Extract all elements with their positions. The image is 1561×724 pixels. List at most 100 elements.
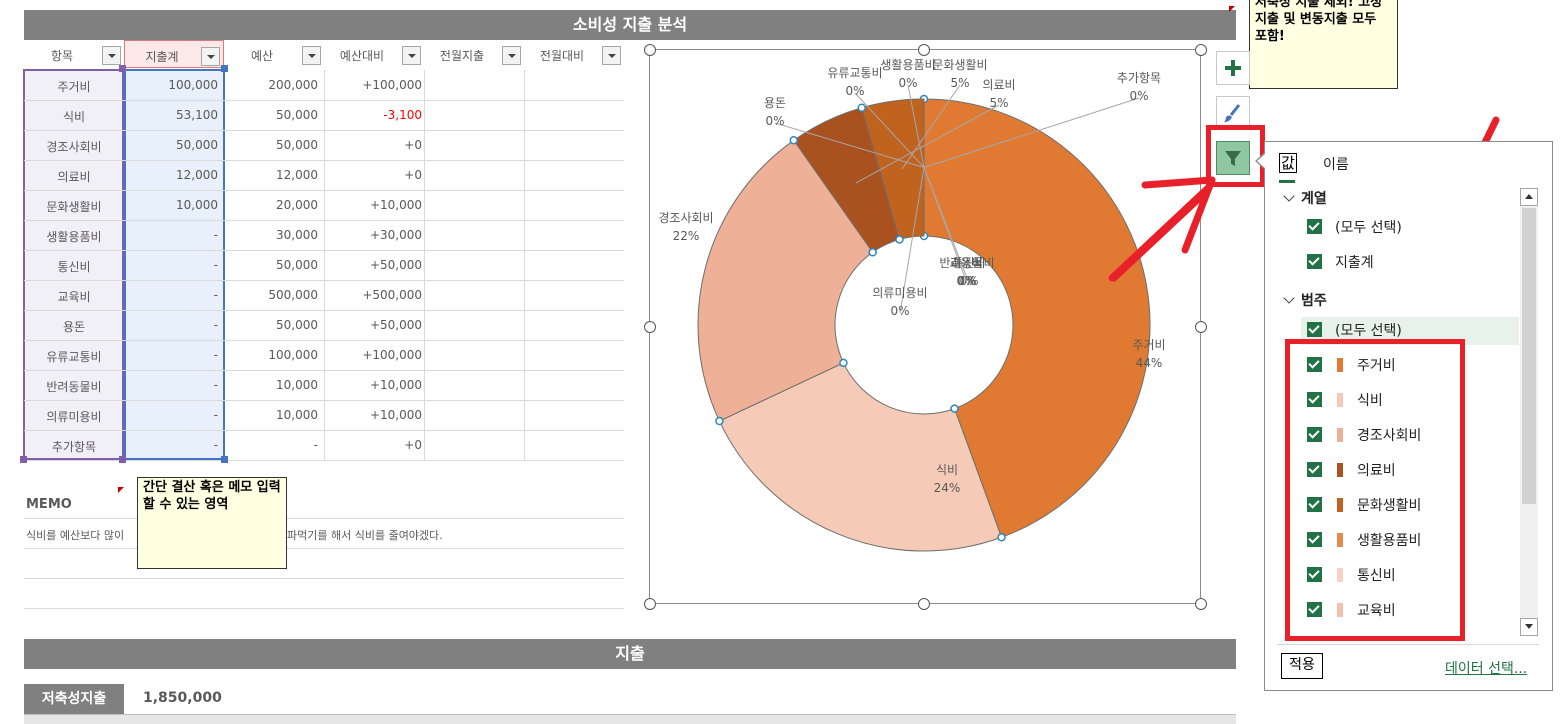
data-label-category[interactable]: 유류교통비 <box>827 66 882 80</box>
data-label-percent[interactable]: 24% <box>934 481 961 495</box>
category-item[interactable]: 경조사회비 <box>1307 424 1487 450</box>
table-row: 추가항목 - - +0 <box>24 430 624 461</box>
slice-selection-handle[interactable] <box>997 533 1006 542</box>
data-label-category[interactable]: 의료비 <box>982 78 1015 92</box>
table-header-strip <box>24 714 1236 724</box>
data-label-category[interactable]: 추가항목 <box>1117 71 1161 85</box>
resize-handle[interactable] <box>1195 598 1207 610</box>
resize-handle[interactable] <box>1195 44 1207 56</box>
checkbox[interactable] <box>1307 219 1322 234</box>
resize-handle[interactable] <box>1195 321 1207 333</box>
series-header[interactable]: 계열 <box>1283 188 1327 208</box>
category-item[interactable]: 생활용품비 <box>1307 529 1487 555</box>
tab-values[interactable]: 값 <box>1279 153 1297 173</box>
resize-handle[interactable] <box>644 321 656 333</box>
slice-selection-handle[interactable] <box>839 358 848 368</box>
checkbox[interactable] <box>1307 462 1322 477</box>
slice-selection-handle[interactable] <box>895 235 904 244</box>
memo-comment-note[interactable]: 간단 결산 혹은 메모 입력할 수 있는 영역 <box>137 477 287 569</box>
data-label-category[interactable]: 용돈 <box>764 96 786 110</box>
data-label-percent[interactable]: 44% <box>1136 356 1163 370</box>
category-item[interactable]: 통신비 <box>1307 564 1487 590</box>
tab-names[interactable]: 이름 <box>1323 157 1349 173</box>
checkbox[interactable] <box>1307 357 1322 372</box>
data-label-category[interactable]: 반려동물비 <box>939 256 994 270</box>
doughnut-chart[interactable]: 주거비44%식비24%경조사회비22%의료비5%문화생활비5%생활용품비0%통신… <box>649 49 1201 604</box>
checkbox[interactable] <box>1307 427 1322 442</box>
data-label-percent[interactable]: 0% <box>890 304 909 318</box>
data-label-category[interactable]: 문화생활비 <box>932 58 987 72</box>
doughnut-slice[interactable] <box>718 362 1003 552</box>
category-item[interactable]: 의료비 <box>1307 459 1487 485</box>
data-label-percent[interactable]: 0% <box>898 76 917 90</box>
series-item-select-all[interactable]: (모두 선택) <box>1307 216 1507 242</box>
category-item[interactable]: 문화생활비 <box>1307 494 1487 520</box>
slice-selection-handle[interactable] <box>715 416 724 426</box>
sort-descending-icon[interactable] <box>201 47 220 66</box>
checkbox[interactable] <box>1307 567 1322 582</box>
memo-text-left[interactable]: 식비를 예산보다 많이 <box>26 529 125 542</box>
scroll-down-button[interactable] <box>1520 618 1538 636</box>
header-budget-diff[interactable]: 예산대비 <box>324 40 424 68</box>
selection-handle[interactable] <box>221 456 228 463</box>
slice-selection-handle[interactable] <box>857 103 866 112</box>
header-item[interactable]: 항목 <box>24 40 124 68</box>
filter-dropdown-icon[interactable] <box>402 46 421 65</box>
filter-dropdown-icon[interactable] <box>102 46 121 65</box>
header-prev-diff[interactable]: 전월대비 <box>524 40 624 68</box>
slice-selection-handle[interactable] <box>868 248 877 257</box>
header-prev-spend[interactable]: 전월지출 <box>424 40 524 68</box>
selection-handle[interactable] <box>221 65 228 72</box>
data-label-percent[interactable]: 5% <box>989 96 1008 110</box>
resize-handle[interactable] <box>918 44 930 56</box>
data-label-category[interactable]: 경조사회비 <box>658 211 713 225</box>
data-label-category[interactable]: 식비 <box>936 463 958 477</box>
category-item[interactable]: 주거비 <box>1307 354 1487 380</box>
slice-selection-handle[interactable] <box>789 136 799 145</box>
top-comment-note[interactable]: 저축성 지출 제외! 고정지출 및 변동지출 모두 포함! <box>1249 0 1398 89</box>
doughnut-slice[interactable] <box>923 98 1151 538</box>
category-header[interactable]: 범주 <box>1283 290 1327 310</box>
data-label-percent[interactable]: 0% <box>957 274 976 288</box>
filter-dropdown-icon[interactable] <box>302 46 321 65</box>
category-item-select-all[interactable]: (모두 선택) <box>1307 319 1507 345</box>
scroll-up-button[interactable] <box>1520 188 1538 206</box>
data-label-percent[interactable]: 22% <box>673 229 700 243</box>
checkbox[interactable] <box>1307 322 1322 337</box>
data-label-category[interactable]: 주거비 <box>1132 338 1165 352</box>
data-label-category[interactable]: 생활용품비 <box>880 58 935 72</box>
selection-handle[interactable] <box>20 456 27 463</box>
selection-handle[interactable] <box>119 456 126 463</box>
series-item-spend[interactable]: 지출계 <box>1307 251 1507 277</box>
checkbox[interactable] <box>1307 392 1322 407</box>
checkbox[interactable] <box>1307 497 1322 512</box>
select-data-link[interactable]: 데이터 선택... <box>1445 661 1528 677</box>
category-item[interactable]: 식비 <box>1307 389 1487 415</box>
data-label-percent[interactable]: 0% <box>845 84 864 98</box>
slice-selection-handle[interactable] <box>950 404 959 413</box>
data-label-percent[interactable]: 5% <box>950 76 969 90</box>
chart-elements-button[interactable] <box>1216 51 1250 85</box>
data-label-percent[interactable]: 0% <box>765 114 784 128</box>
resize-handle[interactable] <box>644 44 656 56</box>
apply-button[interactable]: 적용 <box>1281 653 1323 679</box>
header-spend[interactable]: 지출계 <box>124 40 224 68</box>
doughnut-slice[interactable] <box>697 139 874 422</box>
memo-text-right[interactable]: 파먹기를 해서 식비를 줄여야겠다. <box>287 529 443 542</box>
header-budget[interactable]: 예산 <box>224 40 324 68</box>
data-label-category[interactable]: 의류미용비 <box>872 286 927 300</box>
data-label-percent[interactable]: 0% <box>1129 89 1148 103</box>
checkbox[interactable] <box>1307 532 1322 547</box>
selection-handle[interactable] <box>119 65 126 72</box>
resize-handle[interactable] <box>918 598 930 610</box>
resize-handle[interactable] <box>644 598 656 610</box>
chart-filters-button[interactable] <box>1216 141 1250 175</box>
filter-dropdown-icon[interactable] <box>502 46 521 65</box>
checkbox[interactable] <box>1307 602 1322 617</box>
series-color-swatch <box>1337 498 1343 512</box>
data-label-percent[interactable]: 0% <box>959 274 978 288</box>
checkbox[interactable] <box>1307 254 1322 269</box>
filter-dropdown-icon[interactable] <box>602 46 621 65</box>
scroll-thumb[interactable] <box>1522 208 1536 504</box>
category-item[interactable]: 교육비 <box>1307 599 1487 625</box>
